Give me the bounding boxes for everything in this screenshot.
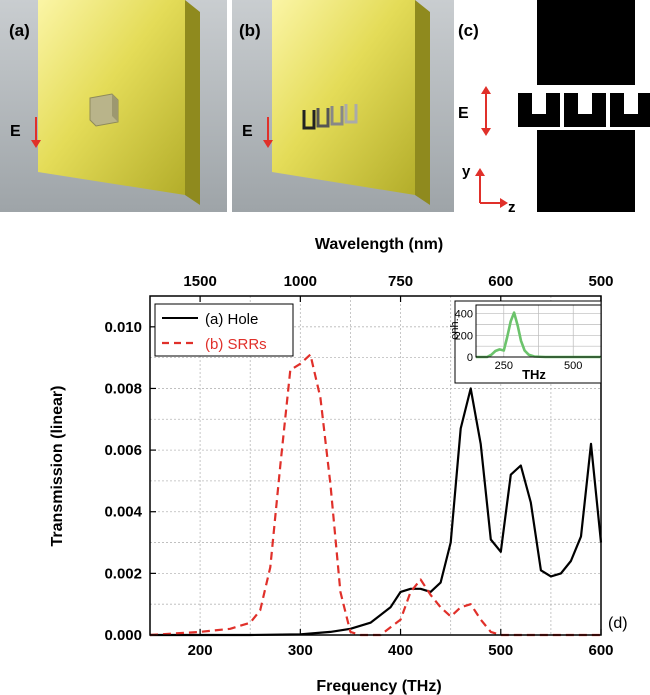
x-tick-label: 200 bbox=[188, 642, 213, 659]
legend-label-hole: (a) Hole bbox=[205, 311, 258, 328]
legend: (a) Hole (b) SRRs bbox=[154, 303, 294, 357]
top-x-axis-title: Wavelength (nm) bbox=[315, 236, 443, 253]
series-lines bbox=[149, 353, 603, 637]
top-tick-label: 600 bbox=[488, 273, 513, 290]
plot-frame bbox=[149, 295, 602, 636]
y-tick-label: 0.010 bbox=[104, 319, 142, 336]
srr-shapes bbox=[302, 104, 358, 130]
inset-x-tick-label: 250 bbox=[495, 360, 513, 372]
gold-slab-side bbox=[415, 0, 430, 205]
inset-y-tick-label: 400 bbox=[455, 309, 473, 321]
series-line-hole bbox=[150, 387, 603, 637]
top-block bbox=[537, 0, 635, 85]
gold-slab-face bbox=[272, 0, 415, 195]
panel-a-label: (a) bbox=[9, 21, 30, 40]
x-tick-label: 600 bbox=[588, 642, 613, 659]
inset-x-tick-label: 500 bbox=[564, 360, 582, 372]
y-tick-label: 0.000 bbox=[104, 627, 142, 644]
e-field-label-b: E bbox=[242, 123, 253, 140]
y-tick-label: 0.006 bbox=[104, 442, 142, 459]
y-axis-title: Transmission (linear) bbox=[49, 386, 66, 547]
x-tick-label: 400 bbox=[388, 642, 413, 659]
axis-indicator bbox=[475, 168, 508, 208]
y-tick-label: 0.004 bbox=[104, 504, 142, 521]
top-tick-label: 500 bbox=[588, 273, 613, 290]
inset-frame bbox=[475, 304, 602, 358]
inset-y-tick-label: 200 bbox=[455, 330, 473, 342]
panel-b-render: (b) E bbox=[232, 0, 454, 212]
x-axis-title: Frequency (THz) bbox=[316, 678, 441, 695]
e-field-label-c: E bbox=[458, 105, 469, 122]
enhancement-inset: 0 200 400 250 500 enh. THz bbox=[449, 300, 602, 384]
srr-row bbox=[518, 93, 650, 127]
gold-slab-side bbox=[185, 0, 200, 205]
x-tick-label: 300 bbox=[288, 642, 313, 659]
axis-ticks: 200 300 400 500 600 1500 1000 750 600 500 0.000 0.0… bbox=[104, 273, 613, 659]
panel-b-label: (b) bbox=[239, 21, 261, 40]
legend-label-srrs: (b) SRRs bbox=[205, 336, 267, 353]
axis-label-y: y bbox=[462, 163, 471, 180]
y-tick-label: 0.008 bbox=[104, 380, 142, 397]
top-tick-label: 1500 bbox=[183, 273, 216, 290]
inset-x-title: THz bbox=[522, 367, 546, 382]
x-tick-label: 500 bbox=[488, 642, 513, 659]
axis-label-z: z bbox=[508, 199, 516, 212]
top-tick-label: 750 bbox=[388, 273, 413, 290]
bottom-block bbox=[537, 130, 635, 212]
e-field-label-a: E bbox=[10, 123, 21, 140]
inset-y-title: enh. bbox=[449, 318, 461, 339]
y-tick-label: 0.002 bbox=[104, 565, 142, 582]
inset-y-tick-label: 0 bbox=[467, 352, 473, 364]
inset-ticks: 0 200 400 250 500 bbox=[455, 309, 583, 372]
series-line-srrs bbox=[149, 353, 601, 637]
top-tick-label: 1000 bbox=[284, 273, 317, 290]
panel-c-schematic: (c) E y z bbox=[458, 0, 650, 212]
panel-c-label: (c) bbox=[458, 21, 479, 40]
panel-a-render: (a) E bbox=[0, 0, 227, 212]
panel-d-label: (d) bbox=[608, 615, 628, 632]
transmission-chart: 200 300 400 500 600 1500 1000 750 600 500 0.000 0.0… bbox=[49, 236, 628, 695]
